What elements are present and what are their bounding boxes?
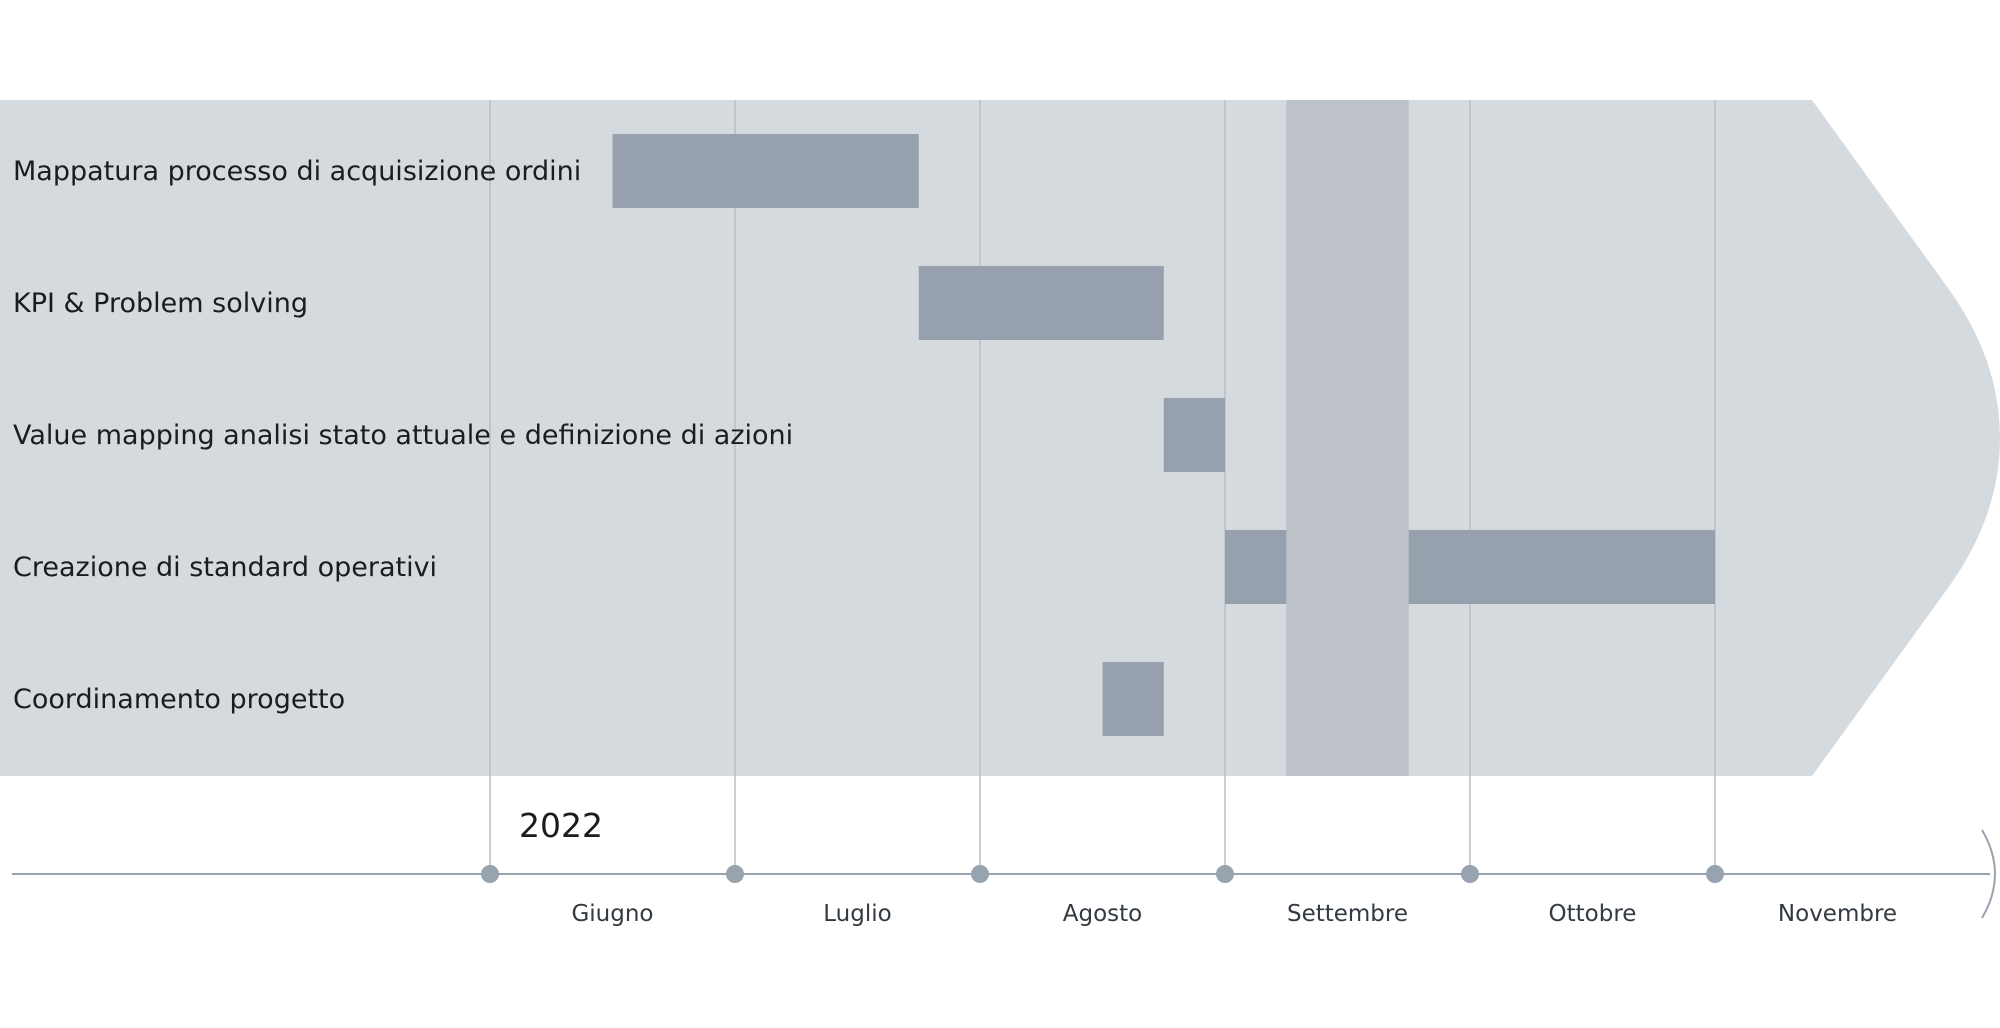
chart-panel xyxy=(0,100,2000,776)
task-label: Value mapping analisi stato attuale e de… xyxy=(13,420,793,451)
month-label: Settembre xyxy=(1287,901,1408,927)
task-label: Creazione di standard operativi xyxy=(13,552,437,583)
task-label: Coordinamento progetto xyxy=(13,684,345,715)
task-bar xyxy=(918,266,1164,340)
timeline-tick-dot xyxy=(726,865,744,883)
task-bar xyxy=(1163,398,1225,472)
month-label: Agosto xyxy=(1063,901,1142,927)
timeline-arrow-head xyxy=(1981,829,1996,919)
timeline-tick-dot xyxy=(1461,865,1479,883)
task-label: Mappatura processo di acquisizione ordin… xyxy=(13,156,581,187)
highlight-band xyxy=(1286,100,1409,776)
timeline-tick-dot xyxy=(1216,865,1234,883)
month-gridlines xyxy=(489,100,1716,874)
timeline-tick-dot xyxy=(481,865,499,883)
task-bar xyxy=(1102,662,1164,736)
timeline-tick-dot xyxy=(971,865,989,883)
year-label: 2022 xyxy=(519,806,603,845)
month-label: Novembre xyxy=(1778,901,1897,927)
task-labels: Mappatura processo di acquisizione ordin… xyxy=(13,156,793,715)
timeline-tick-dot xyxy=(1706,865,1724,883)
month-label: Luglio xyxy=(823,901,891,927)
month-label: Ottobre xyxy=(1549,901,1637,927)
task-bar xyxy=(612,134,919,208)
month-labels: Giugno Luglio Agosto Settembre Ottobre Novemb… xyxy=(571,901,1897,927)
timeline-ticks xyxy=(481,865,1724,883)
month-label: Giugno xyxy=(571,901,653,927)
task-label: KPI & Problem solving xyxy=(13,288,308,319)
